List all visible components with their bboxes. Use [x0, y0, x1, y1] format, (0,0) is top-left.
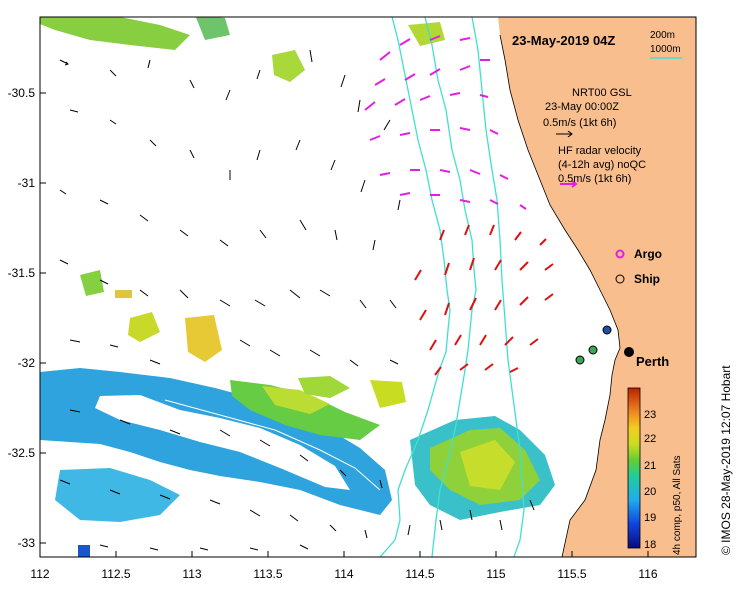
argo-marker-icon — [615, 249, 625, 259]
x-tick: 112 — [30, 567, 49, 581]
x-tick: 112.5 — [101, 567, 130, 581]
model-scale-arrow — [556, 130, 573, 138]
ship-label: Ship — [634, 272, 660, 286]
credit: © IMOS 28-May-2019 12:07 Hobart — [719, 365, 733, 555]
model-arrows — [59, 49, 535, 551]
y-tick-labels: -30.5 -31 -31.5 -32 -32.5 -33 — [8, 86, 36, 550]
radar-speed: 0.5m/s (1kt 6h) — [558, 173, 631, 185]
ship-marker-icon — [615, 274, 625, 284]
y-tick-marks — [40, 92, 46, 544]
map-date: 23-May-2019 04Z — [512, 33, 615, 48]
drifter-markers[interactable] — [575, 325, 612, 365]
x-tick: 114.5 — [405, 567, 434, 581]
x-tick: 115.5 — [557, 567, 586, 581]
y-tick: -31.5 — [8, 266, 36, 280]
isobath-1000m-label: 1000m — [650, 44, 681, 55]
model-speed: 0.5m/s (1kt 6h) — [543, 117, 616, 129]
perth-marker-icon[interactable] — [624, 347, 634, 357]
x-tick-marks — [39, 551, 649, 557]
x-tick: 115 — [486, 567, 505, 581]
argo-label: Argo — [634, 247, 662, 261]
plot-frame — [39, 16, 697, 558]
isobath-200m-label: 200m — [650, 30, 675, 41]
colorbar-label: 4h comp, p50, All Sats — [672, 455, 683, 555]
y-tick: -30.5 — [8, 86, 36, 100]
x-tick: 113 — [182, 567, 201, 581]
radar-arrows-south[interactable] — [414, 224, 554, 376]
colorbar-tick: 23 — [644, 409, 656, 421]
x-tick: 114 — [334, 567, 353, 581]
colorbar-tick: 22 — [644, 433, 656, 445]
colorbar-tick: 19 — [644, 512, 656, 524]
model-time: 23-May 00:00Z — [545, 101, 619, 113]
radar-title: HF radar velocity — [558, 145, 642, 157]
colorbar-ticks: 23 22 21 20 19 18 — [644, 409, 656, 551]
colorbar-tick: 18 — [644, 539, 656, 551]
radar-subtitle: (4-12h avg) noQC — [558, 159, 646, 171]
colorbar-tick: 20 — [644, 486, 656, 498]
y-tick: -32.5 — [8, 446, 36, 460]
city-label: Perth — [636, 354, 669, 369]
colorbar-tick: 21 — [644, 460, 656, 472]
y-tick: -33 — [18, 536, 36, 550]
land — [498, 17, 696, 557]
model-name: NRT00 GSL — [572, 87, 632, 99]
x-tick: 116 — [638, 567, 657, 581]
colorbar — [627, 387, 641, 549]
sst-patches — [40, 17, 555, 557]
y-tick: -32 — [18, 356, 36, 370]
radar-arrows-north[interactable] — [364, 35, 578, 210]
y-tick: -31 — [18, 176, 36, 190]
coastline-detail — [499, 34, 621, 557]
x-tick: 113.5 — [253, 567, 282, 581]
x-tick-labels: 112 112.5 113 113.5 114 114.5 115 115.5 … — [30, 567, 657, 581]
